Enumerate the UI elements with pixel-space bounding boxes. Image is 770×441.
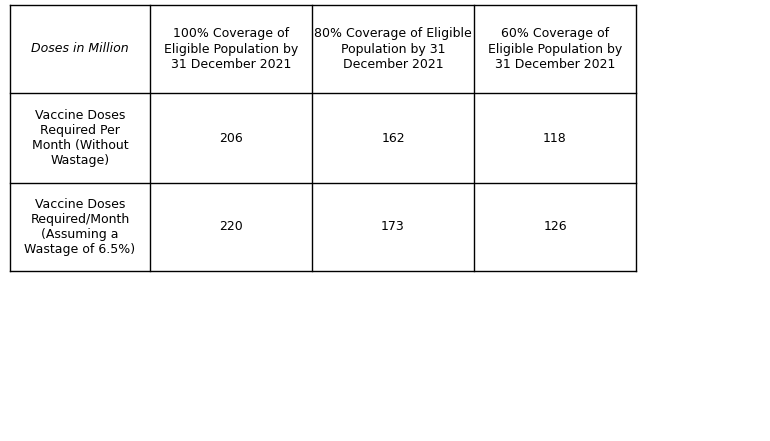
Text: Vaccine Doses
Required Per
Month (Without
Wastage): Vaccine Doses Required Per Month (Withou… [32,109,129,167]
Text: 173: 173 [381,220,405,233]
Text: 100% Coverage of
Eligible Population by
31 December 2021: 100% Coverage of Eligible Population by … [164,27,298,71]
Text: 80% Coverage of Eligible
Population by 31
December 2021: 80% Coverage of Eligible Population by 3… [314,27,472,71]
Text: 118: 118 [543,131,567,145]
Text: 206: 206 [219,131,243,145]
Text: 220: 220 [219,220,243,233]
Text: 60% Coverage of
Eligible Population by
31 December 2021: 60% Coverage of Eligible Population by 3… [488,27,622,71]
Text: Doses in Million: Doses in Million [32,42,129,56]
Text: Vaccine Doses
Required/Month
(Assuming a
Wastage of 6.5%): Vaccine Doses Required/Month (Assuming a… [25,198,136,256]
Text: 162: 162 [381,131,405,145]
Text: 126: 126 [543,220,567,233]
